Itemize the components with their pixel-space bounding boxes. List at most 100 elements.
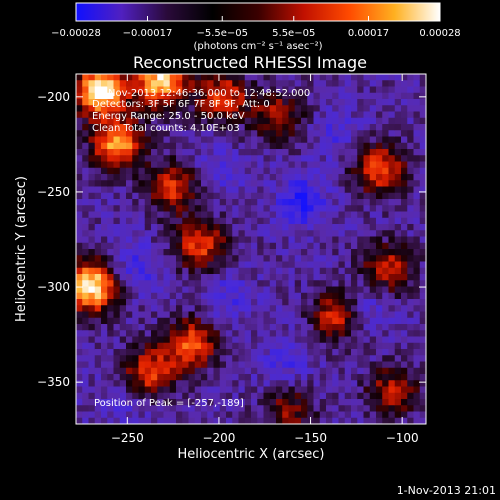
- heatmap-cell: [244, 330, 252, 338]
- heatmap-cell: [301, 167, 308, 175]
- heatmap-cell: [276, 405, 283, 413]
- heatmap-cell: [269, 161, 277, 169]
- heatmap-cell: [407, 111, 415, 119]
- heatmap-cell: [213, 249, 221, 256]
- heatmap-cell: [357, 136, 365, 144]
- heatmap-cell: [76, 230, 83, 238]
- heatmap-cell: [157, 249, 165, 256]
- heatmap-cell: [282, 299, 290, 306]
- heatmap-cell: [326, 130, 333, 138]
- heatmap-cell: [132, 174, 140, 181]
- heatmap-cell: [301, 80, 308, 88]
- heatmap-cell: [238, 174, 246, 181]
- heatmap-cell: [176, 92, 183, 100]
- heatmap-cell: [176, 292, 183, 300]
- heatmap-cell: [144, 386, 152, 394]
- heatmap-cell: [107, 117, 115, 125]
- heatmap-cell: [282, 349, 290, 356]
- heatmap-cell: [401, 111, 408, 119]
- heatmap-cell: [376, 299, 383, 306]
- heatmap-cell: [388, 305, 396, 313]
- heatmap-cell: [419, 217, 426, 225]
- heatmap-cell: [251, 261, 258, 269]
- heatmap-cell: [126, 261, 133, 269]
- heatmap-cell: [201, 249, 208, 256]
- heatmap-cell: [119, 124, 127, 131]
- heatmap-cell: [257, 211, 265, 219]
- heatmap-cell: [94, 236, 102, 244]
- heatmap-cell: [76, 417, 83, 424]
- heatmap-cell: [344, 374, 352, 381]
- heatmap-cell: [363, 361, 371, 369]
- heatmap-cell: [332, 299, 340, 306]
- heatmap-cell: [132, 361, 140, 369]
- heatmap-cell: [301, 236, 308, 244]
- heatmap-cell: [163, 217, 171, 225]
- heatmap-cell: [338, 330, 346, 338]
- heatmap-cell: [276, 180, 283, 188]
- heatmap-cell: [201, 111, 208, 119]
- heatmap-cell: [413, 380, 421, 388]
- heatmap-cell: [382, 380, 390, 388]
- heatmap-cell: [201, 80, 208, 88]
- heatmap-cell: [313, 349, 321, 356]
- heatmap-cell: [126, 205, 133, 213]
- heatmap-cell: [294, 105, 302, 113]
- heatmap-cell: [107, 336, 115, 344]
- heatmap-cell: [238, 324, 246, 331]
- heatmap-cell: [251, 374, 258, 381]
- heatmap-cell: [176, 130, 183, 138]
- heatmap-cell: [226, 192, 233, 200]
- heatmap-cell: [144, 292, 152, 300]
- heatmap-cell: [244, 399, 252, 406]
- heatmap-cell: [138, 167, 146, 175]
- heatmap-cell: [94, 224, 102, 231]
- heatmap-cell: [88, 86, 96, 94]
- heatmap-cell: [307, 330, 315, 338]
- heatmap-cell: [219, 99, 227, 106]
- heatmap-cell: [207, 405, 215, 413]
- heatmap-cell: [207, 249, 215, 256]
- heatmap-cell: [369, 174, 377, 181]
- heatmap-cell: [226, 317, 233, 325]
- heatmap-cell: [157, 186, 165, 194]
- heatmap-cell: [388, 380, 396, 388]
- heatmap-cell: [332, 130, 340, 138]
- heatmap-cell: [144, 411, 152, 419]
- heatmap-cell: [313, 130, 321, 138]
- heatmap-cell: [82, 149, 90, 156]
- heatmap-cell: [351, 105, 358, 113]
- heatmap-cell: [176, 205, 183, 213]
- heatmap-cell: [263, 167, 271, 175]
- heatmap-cell: [319, 255, 327, 263]
- heatmap-cell: [201, 299, 208, 306]
- heatmap-cell: [107, 130, 115, 138]
- heatmap-cell: [163, 374, 171, 381]
- heatmap-cell: [363, 242, 371, 250]
- heatmap-cell: [313, 374, 321, 381]
- heatmap-cell: [251, 142, 258, 150]
- heatmap-cell: [182, 236, 190, 244]
- heatmap-cell: [419, 242, 426, 250]
- heatmap-cell: [413, 274, 421, 281]
- heatmap-cell: [319, 292, 327, 300]
- heatmap-cell: [401, 417, 408, 424]
- heatmap-cell: [282, 167, 290, 175]
- heatmap-cell: [269, 299, 277, 306]
- heatmap-cell: [351, 299, 358, 306]
- heatmap-cell: [357, 267, 365, 275]
- heatmap-cell: [282, 124, 290, 131]
- heatmap-cell: [201, 267, 208, 275]
- heatmap-cell: [326, 124, 333, 131]
- heatmap-cell: [338, 130, 346, 138]
- heatmap-cell: [132, 274, 140, 281]
- heatmap-cell: [207, 267, 215, 275]
- heatmap-cell: [151, 374, 158, 381]
- heatmap-cell: [244, 155, 252, 163]
- heatmap-cell: [226, 74, 233, 81]
- heatmap-cell: [319, 174, 327, 181]
- heatmap-cell: [344, 361, 352, 369]
- heatmap-cell: [363, 217, 371, 225]
- heatmap-cell: [388, 336, 396, 344]
- heatmap-cell: [101, 317, 108, 325]
